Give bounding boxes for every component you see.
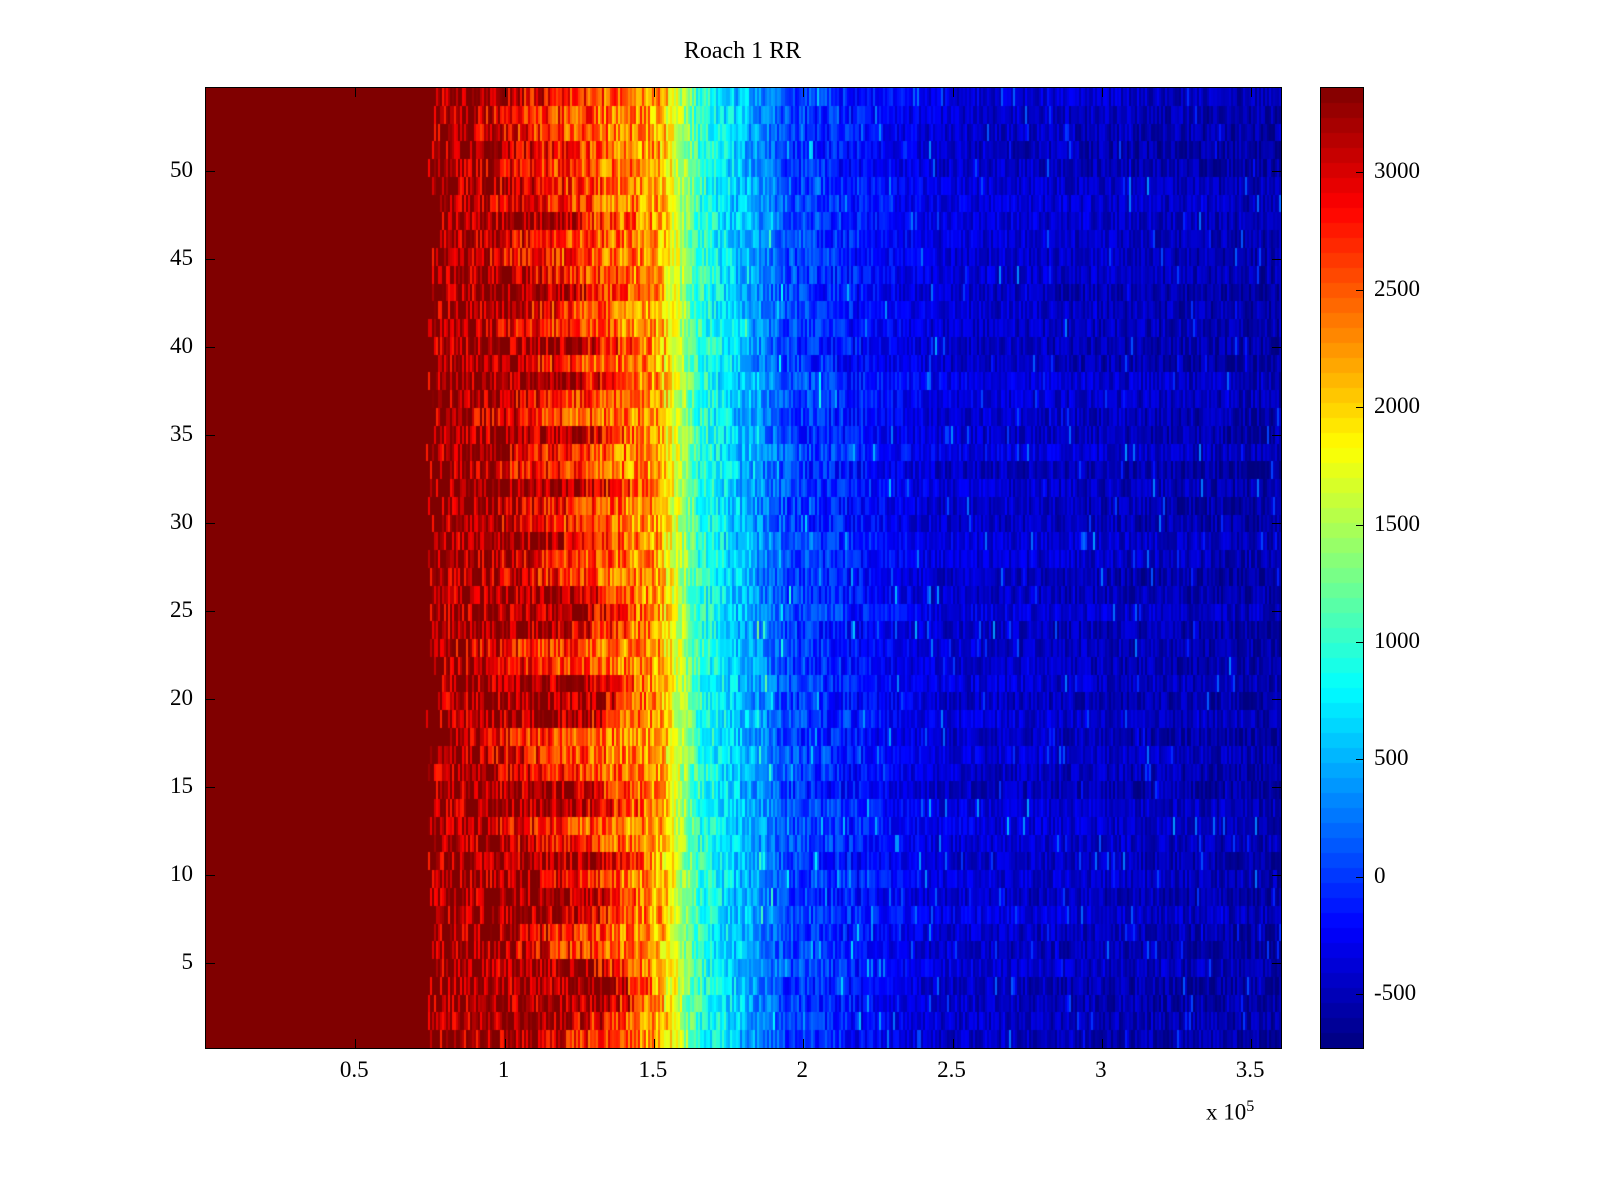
x-tick-mark [654,88,655,97]
y-tick-mark [206,523,215,524]
colorbar-tick-label: 3000 [1374,158,1420,184]
colorbar-tick-label: 2500 [1374,275,1420,301]
y-tick-label: 25 [170,597,193,623]
y-tick-label: 20 [170,685,193,711]
y-tick-mark [206,259,215,260]
colorbar-tick-mark [1356,642,1363,643]
y-tick-mark [206,787,215,788]
colorbar-tick-mark [1356,172,1363,173]
y-tick-mark [206,875,215,876]
y-tick-mark [1272,787,1281,788]
y-tick-label: 10 [170,861,193,887]
x-tick-label: 2.5 [937,1057,966,1082]
colorbar-tick-label: -500 [1374,980,1417,1005]
x-tick-mark [803,1039,804,1048]
y-tick-mark [1272,875,1281,876]
y-tick-mark [1272,259,1281,260]
x-tick-mark [953,88,954,97]
colorbar-tick-labels: -500 0 500 1000 1500 2000 2500 3000 [1374,87,1494,1047]
colorbar-tick-mark [1356,877,1363,878]
y-tick-label: 40 [170,332,193,358]
x-tick-mark [505,88,506,97]
y-tick-mark [1272,347,1281,348]
x-tick-mark [1102,88,1103,97]
colorbar-tick-label: 1000 [1374,627,1420,653]
colorbar-tick-mark [1356,994,1363,995]
x-tick-mark [355,88,356,97]
x-tick-label: 1.5 [638,1057,668,1082]
chart-title: Roach 1 RR [683,38,802,64]
y-tick-mark [1272,699,1281,700]
colorbar [1320,87,1364,1049]
y-tick-mark [206,963,215,964]
colorbar-tick-label: 500 [1374,745,1409,771]
y-tick-mark [1272,523,1281,524]
y-tick-mark [1272,171,1281,172]
colorbar-tick-label: 0 [1374,862,1386,888]
y-tick-label: 5 [181,949,194,975]
y-tick-mark [206,435,215,436]
y-tick-label: 45 [170,244,193,270]
x-tick-label: 2 [796,1057,808,1082]
y-tick-label: 30 [170,509,193,535]
x-tick-mark [355,1039,356,1048]
x-tick-label: 0.5 [339,1057,369,1082]
exponent-base-text: x 10 [1206,1099,1247,1125]
y-axis-tick-labels: 5 10 15 20 25 30 35 40 45 50 [0,87,193,1047]
x-axis-tick-labels: 0.5 1 1.5 2 2.5 3 3.5 [205,1051,1280,1095]
x-tick-label: 3 [1095,1057,1107,1082]
colorbar-tick-label: 2000 [1374,393,1420,419]
colorbar-tick-mark [1356,290,1363,291]
colorbar-tick-mark [1356,525,1363,526]
y-tick-label: 15 [170,773,193,799]
y-tick-mark [206,347,215,348]
x-tick-mark [505,1039,506,1048]
y-tick-label: 35 [170,421,193,446]
colorbar-tick-label: 1500 [1374,510,1420,536]
x-tick-mark [953,1039,954,1048]
exponent-value: 5 [1246,1098,1255,1115]
colorbar-tick-mark [1356,407,1363,408]
y-tick-mark [206,699,215,700]
y-tick-label: 50 [170,156,193,182]
y-tick-mark [1272,611,1281,612]
x-axis-exponent-label: x 105 [1206,1098,1254,1126]
colorbar-tick-mark [1356,759,1363,760]
heatmap-canvas [206,88,1281,1048]
x-tick-label: 1 [497,1057,510,1082]
y-tick-mark [1272,963,1281,964]
y-tick-mark [206,611,215,612]
y-tick-mark [206,171,215,172]
plot-area [205,87,1282,1049]
x-tick-mark [654,1039,655,1048]
x-tick-mark [803,88,804,97]
x-tick-mark [1251,88,1252,97]
colorbar-canvas [1321,88,1363,1048]
x-tick-mark [1102,1039,1103,1048]
y-tick-mark [1272,435,1281,436]
x-tick-label: 3.5 [1235,1057,1265,1082]
x-tick-mark [1251,1039,1252,1048]
